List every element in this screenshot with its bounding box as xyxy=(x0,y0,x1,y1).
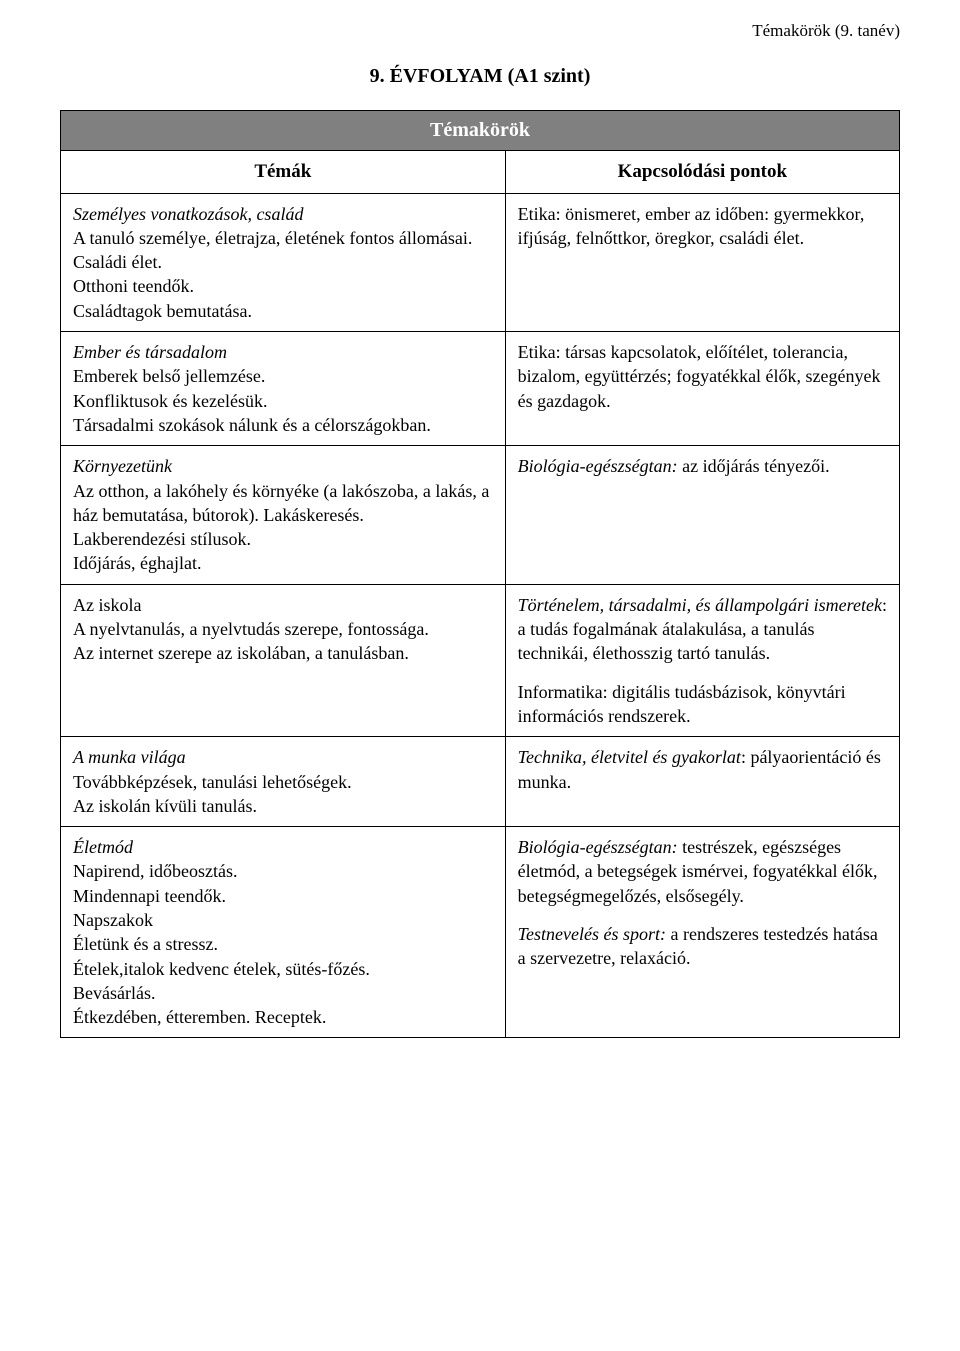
connection-line: Technika, életvitel és gyakorlat: pályao… xyxy=(518,745,887,794)
connection-line: Testnevelés és sport: a rendszeres teste… xyxy=(518,922,887,971)
table-row: KörnyezetünkAz otthon, a lakóhely és kör… xyxy=(61,446,900,584)
connection-line: Etika: társas kapcsolatok, előítélet, to… xyxy=(518,340,887,413)
connection-prefix: Biológia-egészségtan: xyxy=(518,837,678,857)
topic-line: Otthoni teendők. xyxy=(73,274,493,298)
topic-title: A munka világa xyxy=(73,745,493,769)
topic-line: Mindennapi teendők. xyxy=(73,884,493,908)
topic-line: Bevásárlás. xyxy=(73,981,493,1005)
topic-line: Időjárás, éghajlat. xyxy=(73,551,493,575)
table-row: Az iskolaA nyelvtanulás, a nyelvtudás sz… xyxy=(61,584,900,736)
topic-line: A nyelvtanulás, a nyelvtudás szerepe, fo… xyxy=(73,617,493,641)
connection-cell: Biológia-egészségtan: az időjárás tényez… xyxy=(505,446,899,584)
table-header-row: Témák Kapcsolódási pontok xyxy=(61,150,900,193)
topic-line: Társadalmi szokások nálunk és a célorszá… xyxy=(73,413,493,437)
connection-cell: Etika: önismeret, ember az időben: gyerm… xyxy=(505,193,899,331)
connection-line: Történelem, társadalmi, és állampolgári … xyxy=(518,593,887,666)
connection-text: az időjárás tényezői. xyxy=(678,456,830,476)
topic-line: Az iskolán kívüli tanulás. xyxy=(73,794,493,818)
col-right-header: Kapcsolódási pontok xyxy=(505,150,899,193)
topic-cell: Személyes vonatkozások, családA tanuló s… xyxy=(61,193,506,331)
topic-cell: A munka világaTovábbképzések, tanulási l… xyxy=(61,737,506,827)
topic-line: Családi élet. xyxy=(73,250,493,274)
table-row: Ember és társadalomEmberek belső jellemz… xyxy=(61,332,900,446)
topic-cell: Ember és társadalomEmberek belső jellemz… xyxy=(61,332,506,446)
topic-line: Konfliktusok és kezelésük. xyxy=(73,389,493,413)
connection-cell: Technika, életvitel és gyakorlat: pályao… xyxy=(505,737,899,827)
topic-line: Az otthon, a lakóhely és környéke (a lak… xyxy=(73,479,493,528)
topic-line: Az internet szerepe az iskolában, a tanu… xyxy=(73,641,493,665)
spacer xyxy=(518,908,887,922)
page-header-tag: Témakörök (9. tanév) xyxy=(60,20,900,43)
topic-line: Étkezdében, étteremben. Receptek. xyxy=(73,1005,493,1029)
connection-prefix: Technika, életvitel és gyakorlat xyxy=(518,747,741,767)
connection-line: Etika: önismeret, ember az időben: gyerm… xyxy=(518,202,887,251)
connection-line: Informatika: digitális tudásbázisok, kön… xyxy=(518,680,887,729)
topic-line: Továbbképzések, tanulási lehetőségek. xyxy=(73,770,493,794)
spacer xyxy=(518,666,887,680)
table-row: ÉletmódNapirend, időbeosztás.Mindennapi … xyxy=(61,827,900,1038)
connection-line: Biológia-egészségtan: testrészek, egészs… xyxy=(518,835,887,908)
table-title-row: Témakörök xyxy=(61,110,900,150)
topic-title: Személyes vonatkozások, család xyxy=(73,202,493,226)
table-title-cell: Témakörök xyxy=(61,110,900,150)
topic-line: Ételek,italok kedvenc ételek, sütés-főzé… xyxy=(73,957,493,981)
topic-line: Emberek belső jellemzése. xyxy=(73,364,493,388)
connection-cell: Etika: társas kapcsolatok, előítélet, to… xyxy=(505,332,899,446)
topic-cell: Az iskolaA nyelvtanulás, a nyelvtudás sz… xyxy=(61,584,506,736)
connection-prefix: Történelem, társadalmi, és állampolgári … xyxy=(518,595,882,615)
topic-line: Életünk és a stressz. xyxy=(73,932,493,956)
topics-table: Témakörök Témák Kapcsolódási pontok Szem… xyxy=(60,110,900,1039)
topic-line: Napirend, időbeosztás. xyxy=(73,859,493,883)
topic-line: Lakberendezési stílusok. xyxy=(73,527,493,551)
topic-line: Napszakok xyxy=(73,908,493,932)
table-row: Személyes vonatkozások, családA tanuló s… xyxy=(61,193,900,331)
col-left-header: Témák xyxy=(61,150,506,193)
connection-cell: Biológia-egészségtan: testrészek, egészs… xyxy=(505,827,899,1038)
topic-line: A tanuló személye, életrajza, életének f… xyxy=(73,226,493,250)
topic-title: Környezetünk xyxy=(73,454,493,478)
table-row: A munka világaTovábbképzések, tanulási l… xyxy=(61,737,900,827)
topic-line: Családtagok bemutatása. xyxy=(73,299,493,323)
topic-cell: KörnyezetünkAz otthon, a lakóhely és kör… xyxy=(61,446,506,584)
page-title: 9. ÉVFOLYAM (A1 szint) xyxy=(60,63,900,90)
topic-line: Az iskola xyxy=(73,593,493,617)
topic-title: Ember és társadalom xyxy=(73,340,493,364)
connection-prefix: Testnevelés és sport: xyxy=(518,924,666,944)
connection-prefix: Biológia-egészségtan: xyxy=(518,456,678,476)
topic-cell: ÉletmódNapirend, időbeosztás.Mindennapi … xyxy=(61,827,506,1038)
connection-line: Biológia-egészségtan: az időjárás tényez… xyxy=(518,454,887,478)
connection-cell: Történelem, társadalmi, és állampolgári … xyxy=(505,584,899,736)
topic-title: Életmód xyxy=(73,835,493,859)
